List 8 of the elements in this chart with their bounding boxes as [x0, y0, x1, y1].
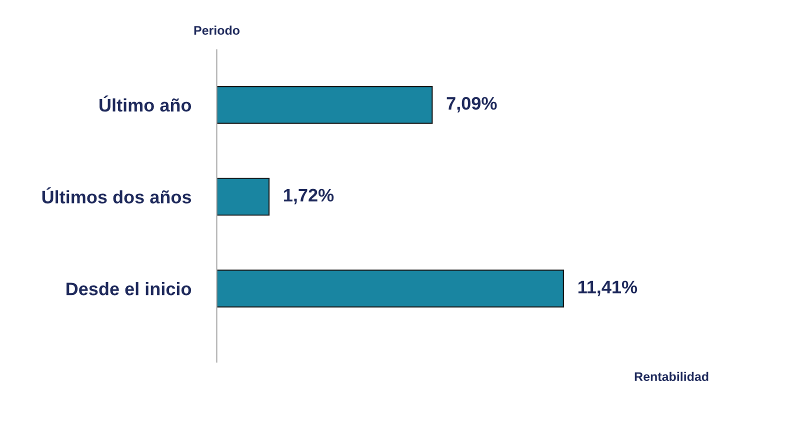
- y-tick-label: Último año: [100, 95, 192, 112]
- data-label: 11,41%: [578, 280, 638, 296]
- data-label: 1,72%: [284, 188, 334, 204]
- y-tick-label: Últimos dos años: [42, 187, 192, 204]
- data-label: 7,09%: [446, 96, 497, 112]
- text: Rentabilidad: [634, 372, 708, 382]
- y-axis-title: Periodo: [194, 26, 240, 35]
- y-tick-label: Desde el inicio: [66, 282, 192, 296]
